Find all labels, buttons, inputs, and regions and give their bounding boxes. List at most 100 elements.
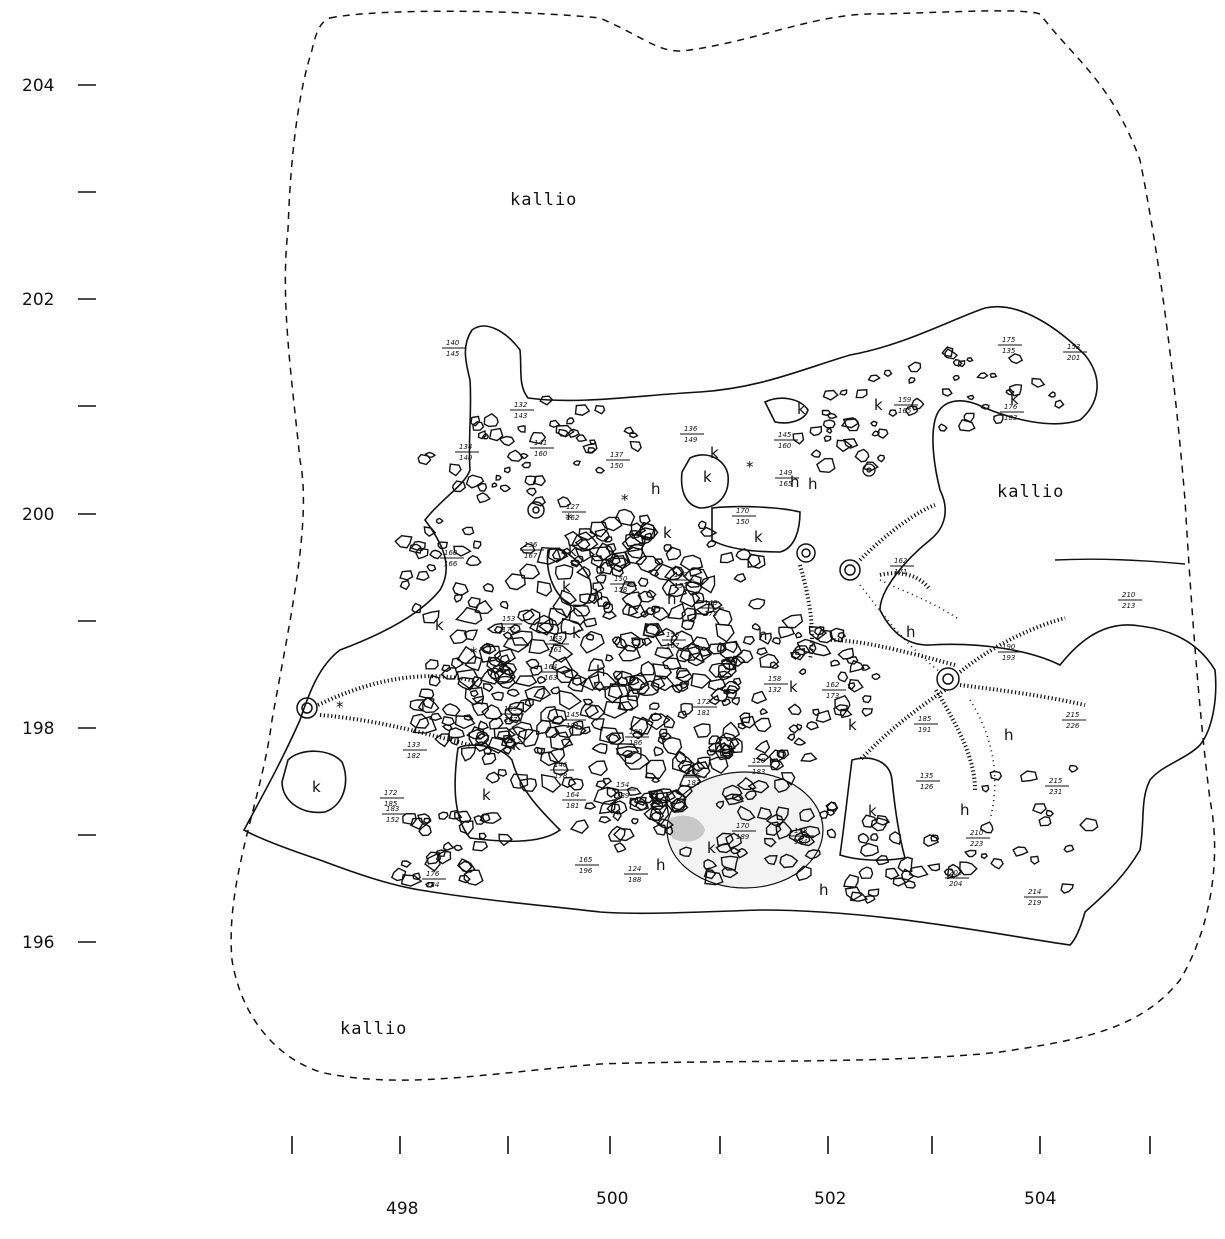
stone	[499, 654, 511, 664]
stone	[486, 736, 509, 754]
stone	[1030, 855, 1040, 865]
dotted-line	[879, 579, 961, 621]
stone	[519, 777, 538, 793]
stone	[794, 631, 803, 639]
stone	[617, 700, 635, 712]
stone	[566, 417, 575, 425]
stone	[723, 641, 738, 654]
stone	[529, 665, 543, 676]
stone	[730, 846, 742, 855]
stone	[966, 394, 975, 401]
stone	[532, 475, 547, 487]
stone	[736, 776, 757, 791]
stone	[616, 743, 640, 757]
level-bottom: 184	[794, 838, 807, 846]
humus-symbol: h	[667, 590, 677, 608]
level-top: 210	[970, 829, 984, 837]
stone	[708, 735, 723, 745]
stone	[674, 683, 689, 692]
stone	[558, 689, 583, 711]
stone	[422, 610, 440, 624]
stone	[908, 865, 929, 879]
level-bottom: 161	[549, 646, 562, 654]
stone	[490, 691, 504, 701]
stone	[504, 573, 526, 591]
stone	[980, 403, 990, 410]
level-top: 124	[628, 865, 641, 873]
stone	[454, 606, 483, 625]
stone	[461, 526, 475, 536]
level-top: 170	[736, 822, 750, 830]
stone	[840, 418, 860, 429]
stone	[808, 625, 828, 641]
stone	[509, 624, 521, 634]
x-tick-label: 502	[814, 1189, 846, 1209]
y-tick-label: 198	[22, 719, 54, 739]
level-bottom: 182	[407, 752, 421, 760]
stone-symbol: k	[703, 468, 712, 486]
level-top: 178	[794, 827, 808, 835]
stone	[596, 565, 605, 574]
stone	[677, 710, 688, 719]
stone	[628, 716, 654, 735]
stone	[507, 726, 528, 745]
stone	[624, 674, 650, 692]
stone	[877, 428, 889, 439]
level-bottom: 140	[459, 454, 473, 462]
stone	[680, 702, 694, 716]
stone	[585, 633, 595, 641]
x-tick-label: 504	[1024, 1189, 1056, 1209]
stone	[402, 812, 417, 826]
stone	[753, 717, 772, 733]
stone	[685, 581, 703, 596]
stone	[815, 709, 832, 723]
stone	[521, 461, 531, 469]
level-top: 137	[610, 451, 624, 459]
stone	[1038, 816, 1052, 827]
stone	[531, 496, 546, 507]
stone	[509, 713, 521, 724]
stone	[567, 778, 584, 791]
stone	[993, 414, 1004, 425]
stone	[797, 833, 811, 844]
level-bottom: 181	[566, 722, 579, 730]
stone	[525, 658, 540, 670]
stone	[456, 668, 480, 690]
stone	[619, 631, 641, 652]
stone	[947, 863, 962, 880]
stone	[736, 805, 756, 822]
stone	[795, 865, 812, 882]
level-top: 172	[697, 698, 711, 706]
stone	[473, 814, 486, 825]
stone	[779, 853, 799, 869]
stone	[793, 737, 807, 746]
stone	[1045, 809, 1055, 817]
stone	[536, 580, 553, 597]
stone	[812, 708, 821, 717]
stone	[579, 726, 591, 735]
stone	[888, 409, 898, 418]
stone	[560, 738, 574, 749]
stone-symbol: k	[312, 778, 321, 796]
stone	[554, 564, 574, 580]
stone-symbol: k	[562, 578, 571, 596]
stone	[418, 823, 432, 837]
hearth-icon	[839, 559, 861, 581]
stone	[409, 713, 430, 729]
stone	[635, 555, 661, 574]
level-top: 140	[674, 571, 688, 579]
stone	[763, 837, 777, 848]
stone	[493, 727, 517, 742]
stone	[930, 834, 940, 842]
stone-symbol: k	[797, 400, 806, 418]
stone	[536, 747, 546, 755]
stone	[589, 439, 597, 445]
stone	[675, 784, 693, 799]
y-tick-label: 196	[22, 933, 54, 953]
